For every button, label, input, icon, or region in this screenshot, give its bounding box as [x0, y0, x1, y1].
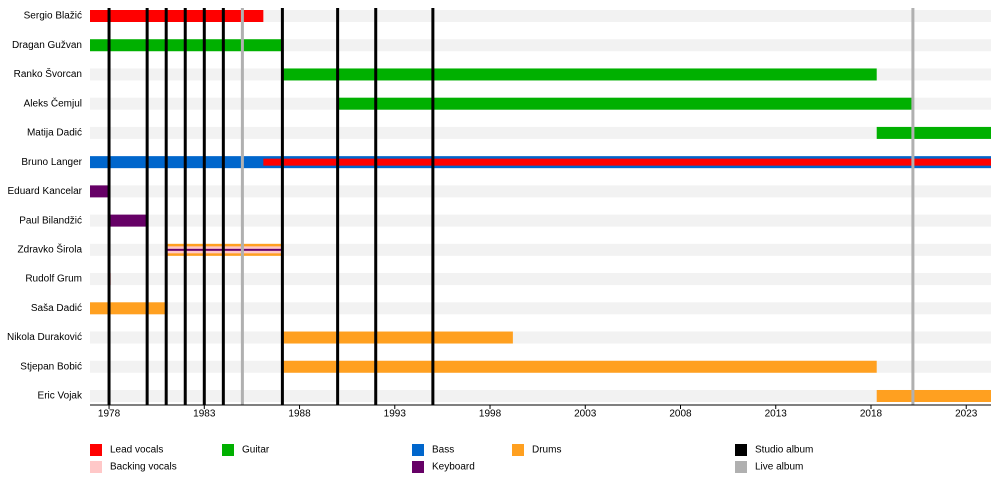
- legend-label: Guitar: [242, 445, 270, 456]
- legend-label: Bass: [432, 445, 454, 456]
- row-stripe: [90, 331, 991, 344]
- member-bar: [876, 389, 991, 402]
- x-tick-label: 1988: [288, 409, 311, 420]
- legend-swatch: [735, 444, 747, 456]
- legend-swatch: [412, 461, 424, 473]
- row-stripe: [90, 39, 991, 52]
- legend-swatch: [735, 461, 747, 473]
- x-tick-label: 2023: [955, 409, 978, 420]
- member-bar: [90, 302, 167, 315]
- row-stripe: [90, 126, 991, 139]
- member-name: Saša Dadić: [31, 303, 82, 314]
- legend-label: Live album: [755, 462, 803, 473]
- row-stripe: [90, 214, 991, 227]
- x-tick-label: 1978: [98, 409, 121, 420]
- legend-label: Keyboard: [432, 462, 475, 473]
- legend-swatch: [222, 444, 234, 456]
- row-stripe: [90, 389, 991, 402]
- row-stripe: [90, 185, 991, 198]
- member-name: Nikola Duraković: [7, 332, 82, 343]
- member-name: Stjepan Bobić: [20, 361, 82, 372]
- legend-label: Drums: [532, 445, 561, 456]
- row-stripe: [90, 302, 991, 315]
- legend-swatch: [90, 444, 102, 456]
- x-tick-label: 1993: [384, 409, 407, 420]
- member-name: Ranko Švorcan: [14, 67, 82, 80]
- row-stripe: [90, 273, 991, 286]
- x-tick-label: 2018: [860, 409, 883, 420]
- legend-swatch: [90, 461, 102, 473]
- legend-swatch: [412, 444, 424, 456]
- member-name: Aleks Čemjul: [24, 96, 82, 109]
- member-name: Zdravko Širola: [18, 242, 83, 255]
- member-bar: [263, 158, 991, 166]
- member-bar: [282, 331, 513, 344]
- member-name: Matija Dadić: [27, 128, 82, 139]
- member-bar: [282, 68, 877, 81]
- x-tick-label: 2003: [574, 409, 597, 420]
- member-name: Bruno Langer: [21, 157, 82, 168]
- x-tick-label: 2013: [765, 409, 788, 420]
- x-tick-label: 1983: [193, 409, 216, 420]
- member-name: Eric Vojak: [38, 391, 83, 402]
- legend-swatch: [512, 444, 524, 456]
- member-bar: [90, 10, 264, 22]
- legend-label: Backing vocals: [110, 462, 177, 473]
- legend-label: Lead vocals: [110, 445, 163, 456]
- x-tick-label: 2008: [669, 409, 692, 420]
- member-bar: [109, 214, 148, 227]
- member-bar: [282, 360, 877, 373]
- member-name: Eduard Kancelar: [8, 186, 83, 197]
- x-tick-label: 1998: [479, 409, 502, 420]
- member-name: Paul Bilandžić: [19, 215, 82, 226]
- member-name: Dragan Gužvan: [12, 40, 82, 51]
- member-bar: [90, 185, 110, 198]
- row-stripe: [90, 243, 991, 256]
- row-stripe: [90, 10, 991, 22]
- member-bar: [337, 97, 913, 110]
- member-name: Sergio Blažić: [24, 11, 82, 22]
- member-bar: [876, 126, 991, 139]
- member-name: Rudolf Grum: [25, 274, 82, 285]
- legend-label: Studio album: [755, 445, 813, 456]
